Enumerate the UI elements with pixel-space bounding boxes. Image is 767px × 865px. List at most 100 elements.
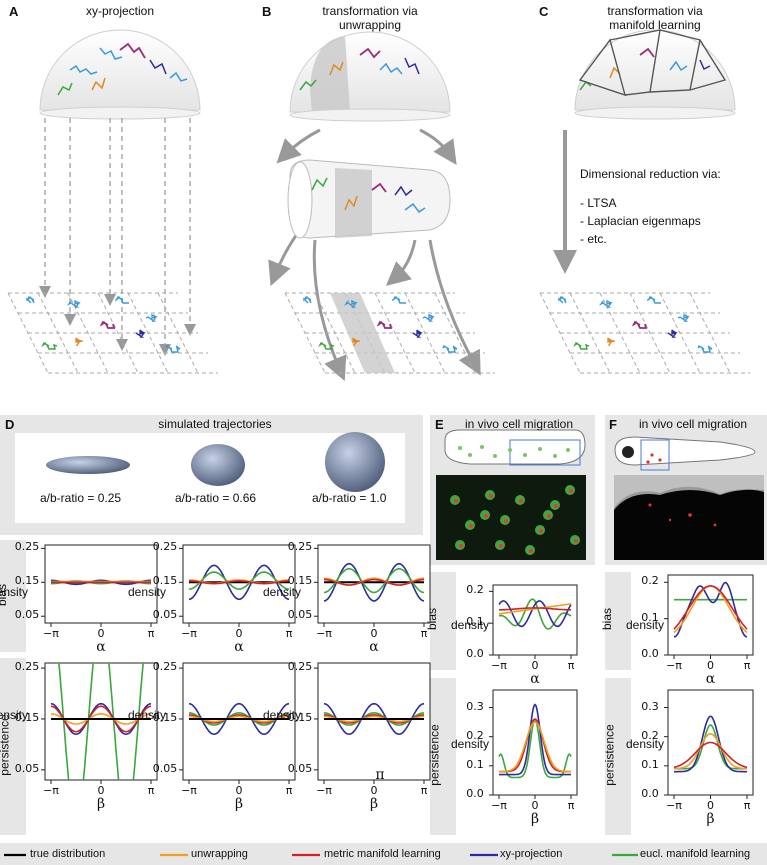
tick-label: 0	[531, 659, 539, 672]
legend-eucl: eucl. manifold learning	[640, 848, 751, 860]
tick-label: β	[530, 811, 540, 827]
tick-label: 0.25	[152, 540, 178, 554]
tick-label: 0.2	[641, 574, 659, 588]
tick-label: 0.0	[641, 787, 659, 800]
legend-xy: xy-projection	[500, 848, 563, 860]
tick-label: 0.05	[152, 608, 178, 622]
tick-label: α	[705, 671, 716, 687]
tick-label: −π	[43, 627, 59, 640]
tick-label: π	[375, 767, 385, 783]
panel-e-embryo	[444, 429, 586, 465]
panel-c-letter: C	[539, 4, 549, 19]
panel-f-roi	[640, 439, 670, 471]
tick-label: 0.25	[14, 660, 40, 674]
panel-f-bias-row-bg	[605, 572, 631, 670]
tick-label: β	[369, 796, 379, 812]
tick-label: 0.05	[14, 761, 40, 775]
tick-label: 0	[97, 784, 105, 797]
tick-label: β	[706, 811, 715, 827]
panel-a-letter: A	[9, 4, 19, 19]
tick-label: π	[420, 784, 428, 797]
tick-label: 0.25	[152, 660, 178, 674]
panel-b-title-2: unwrapping	[338, 18, 402, 32]
tick-label: 0.25	[287, 540, 313, 554]
tick-label: α	[369, 639, 379, 655]
tick-label: π	[147, 627, 155, 640]
ellipsoid-sphere	[325, 432, 385, 492]
tick-label: 0.05	[287, 608, 313, 622]
row-label-persistence-e: persistence	[427, 724, 442, 786]
tick-label: density	[450, 618, 490, 632]
tick-label: density	[0, 708, 29, 722]
tick-label: 0.1	[466, 757, 484, 771]
tick-label: 0	[235, 627, 243, 640]
ellipsoid-medium	[191, 444, 245, 486]
tick-label: 0.2	[466, 728, 484, 742]
panel-b-plane	[284, 292, 495, 374]
tick-label: 0.0	[641, 647, 659, 660]
panel-e-cells	[458, 445, 570, 458]
panel-f-eye	[622, 446, 634, 458]
tick-label: 0.15	[287, 710, 313, 724]
tick-label: −π	[316, 784, 332, 797]
panel-b-dome	[289, 31, 451, 122]
tick-label: 0.05	[152, 761, 178, 775]
tick-label: density	[0, 585, 29, 599]
tick-label: 0.15	[152, 710, 178, 724]
tick-label: 0.1	[641, 610, 659, 624]
tick-label: 0.1	[641, 757, 659, 771]
tick-label: π	[743, 659, 751, 672]
panel-e-roi	[509, 439, 581, 466]
tick-label: 0.2	[641, 728, 659, 742]
panel-c-dome	[574, 29, 736, 120]
tick-label: α	[96, 639, 106, 655]
tick-label: 0.2	[466, 583, 484, 597]
reduction-title: Dimensional reduction via:	[580, 167, 721, 181]
bias-row-bg	[0, 540, 26, 652]
tick-label: −π	[316, 627, 332, 640]
tick-label: density	[262, 585, 302, 599]
panel-c-plane	[539, 292, 750, 374]
tick-label: 0.15	[14, 710, 40, 724]
tick-label: π	[285, 627, 293, 640]
method-3: - etc.	[580, 232, 607, 246]
tick-label: 0.3	[641, 699, 659, 713]
tick-label: 0	[370, 784, 378, 797]
panel-d-letter: D	[5, 417, 15, 432]
ratio-2: a/b-ratio = 0.66	[175, 491, 257, 505]
plots	[41, 544, 754, 799]
panel-f-persistence-row-bg	[605, 678, 631, 835]
tick-label: α	[530, 671, 540, 687]
panel-c-title-2: manifold learning	[609, 18, 701, 32]
tick-label: 0	[370, 627, 378, 640]
panel-e-bias-row-bg	[430, 572, 456, 670]
tick-label: 0	[235, 784, 243, 797]
tick-label: −π	[43, 784, 59, 797]
tick-label: π	[420, 627, 428, 640]
panel-f-letter: F	[609, 417, 617, 432]
panel-e-letter: E	[435, 417, 444, 432]
row-label-bias-f: bias	[600, 607, 615, 631]
tick-label: π	[743, 799, 751, 812]
tick-label: density	[127, 585, 167, 599]
tick-label: −π	[491, 799, 507, 812]
ellipsoid-flat	[46, 456, 130, 474]
legend-unwrapping: unwrapping	[191, 848, 248, 860]
ratio-3: a/b-ratio = 1.0	[312, 491, 387, 505]
tick-label: 0.25	[14, 540, 40, 554]
method-1: - LTSA	[580, 196, 617, 210]
panel-b-title-1: transformation via	[322, 4, 418, 18]
panel-b-cylinder	[287, 159, 451, 239]
legend-true: true distribution	[30, 848, 106, 860]
legend-bg	[0, 843, 767, 865]
tick-label: 0	[707, 659, 714, 672]
tick-label: −π	[491, 659, 507, 672]
panel-a-title: xy-projection	[85, 4, 155, 18]
tick-label: β	[234, 796, 244, 812]
tick-label: π	[567, 799, 575, 812]
panel-b-letter: B	[262, 4, 272, 19]
panel-f-larva	[614, 436, 756, 466]
tick-label: density	[625, 618, 665, 632]
